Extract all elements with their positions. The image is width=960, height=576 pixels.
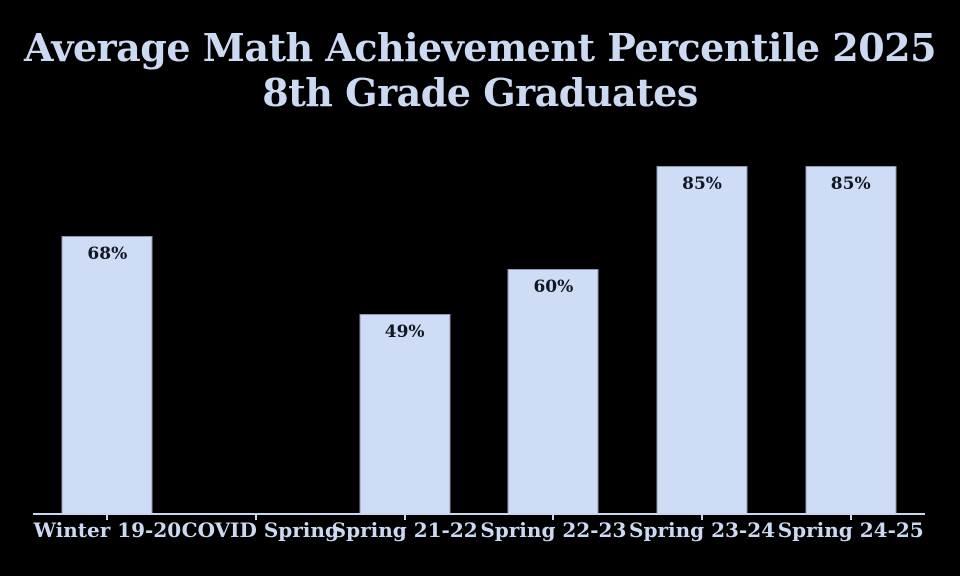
axis-tick: [849, 515, 852, 520]
axis-tick: [106, 515, 109, 520]
chart-title-line-1: Average Math Achievement Percentile 2025: [23, 25, 937, 70]
category-column: 85% Spring 23-24: [628, 0, 777, 576]
axis-tick: [255, 515, 257, 520]
category-column: COVID Spring: [181, 0, 339, 576]
axis-tick: [403, 515, 406, 520]
axis-tick: [552, 515, 555, 520]
bar-value-label: 85%: [830, 174, 871, 195]
bar-value-label: 85%: [682, 174, 722, 195]
x-tick-label: Spring 24-25: [777, 518, 924, 542]
x-tick-label: Spring 21-22: [331, 518, 478, 542]
bar: 85%: [805, 166, 897, 514]
x-tick-label: Winter 19-20: [33, 518, 182, 542]
bar-value-label: 68%: [87, 243, 128, 264]
axis-tick: [701, 515, 704, 520]
x-tick-label: Spring 23-24: [629, 518, 776, 542]
bar: 68%: [61, 235, 153, 514]
category-column: 49% Spring 21-22: [330, 0, 479, 576]
category-column: 85% Spring 24-25: [776, 0, 925, 576]
bar: 60%: [507, 268, 599, 514]
category-column: 60% Spring 22-23: [479, 0, 628, 576]
category-column: 68% Winter 19-20: [33, 0, 182, 576]
chart-title-line-2: 8th Grade Graduates: [262, 69, 698, 115]
bar-value-label: 49%: [384, 321, 425, 342]
chart-title: Average Math Achievement Percentile 2025…: [0, 25, 960, 116]
x-axis-line: [33, 513, 925, 515]
bar-columns: 68% Winter 19-20 COVID Spring 49% Spring 21-…: [33, 0, 925, 576]
bar-value-label: 60%: [533, 276, 574, 297]
bar: 85%: [656, 166, 748, 514]
x-tick-label: Spring 22-23: [480, 518, 627, 542]
x-tick-label: COVID Spring: [181, 518, 339, 542]
bar: 49%: [359, 313, 451, 514]
plot-area: 68% Winter 19-20 COVID Spring 49% Spring 21-…: [33, 0, 925, 576]
